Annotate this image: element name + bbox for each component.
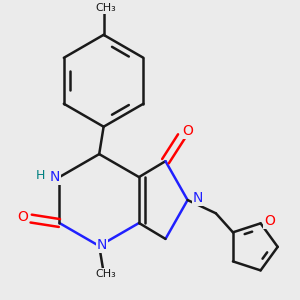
Text: O: O [182,124,193,138]
Text: H: H [35,169,45,182]
Text: CH₃: CH₃ [95,269,116,279]
Text: O: O [17,210,28,224]
Text: N: N [97,238,107,252]
Text: N: N [50,170,60,184]
Text: N: N [193,191,203,205]
Text: CH₃: CH₃ [95,3,116,13]
Text: O: O [264,214,275,228]
